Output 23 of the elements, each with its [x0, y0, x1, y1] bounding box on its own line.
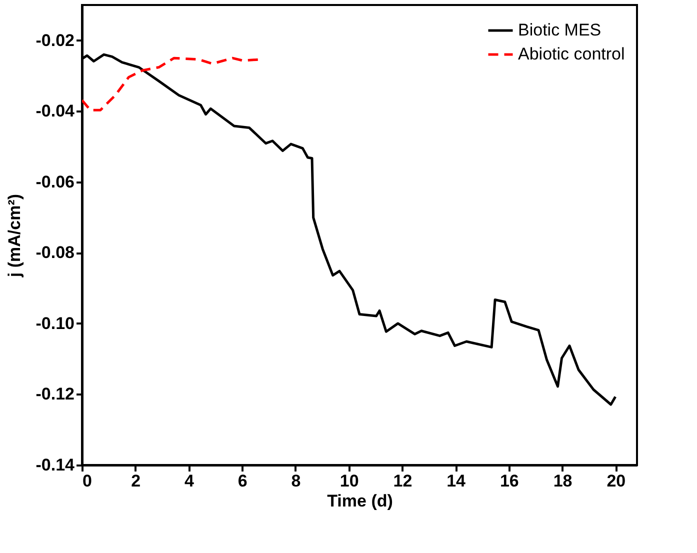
- y-tick-label: -0.04: [36, 102, 76, 121]
- y-tick-label: -0.14: [36, 456, 76, 474]
- x-tick-label: 16: [500, 472, 519, 490]
- x-tick-label: 8: [291, 472, 301, 490]
- x-tick-label: 18: [553, 472, 572, 490]
- x-tick-label: 2: [131, 472, 141, 490]
- line-series: [82, 56, 260, 112]
- y-tick-label: -0.08: [36, 243, 74, 262]
- y-tick-label: -0.10: [36, 314, 74, 333]
- legend-label: Biotic MES: [518, 20, 602, 40]
- y-tick-label: -0.12: [36, 384, 74, 404]
- x-tick-label: 12: [393, 472, 412, 490]
- x-tick-label: 14: [446, 472, 466, 490]
- y-axis-title: j (mA/cm²): [4, 194, 24, 278]
- x-tick-label: 10: [340, 472, 359, 490]
- x-axis-title: Time (d): [327, 492, 393, 510]
- x-tick-label: 20: [606, 472, 626, 490]
- legend-label: Abiotic control: [518, 44, 625, 64]
- y-tick-label: -0.06: [36, 172, 74, 192]
- y-tick-label: -0.02: [36, 30, 74, 50]
- x-tick-label: 4: [184, 472, 194, 490]
- x-tick-label: 0: [82, 472, 92, 490]
- x-tick-label: 6: [238, 472, 248, 490]
